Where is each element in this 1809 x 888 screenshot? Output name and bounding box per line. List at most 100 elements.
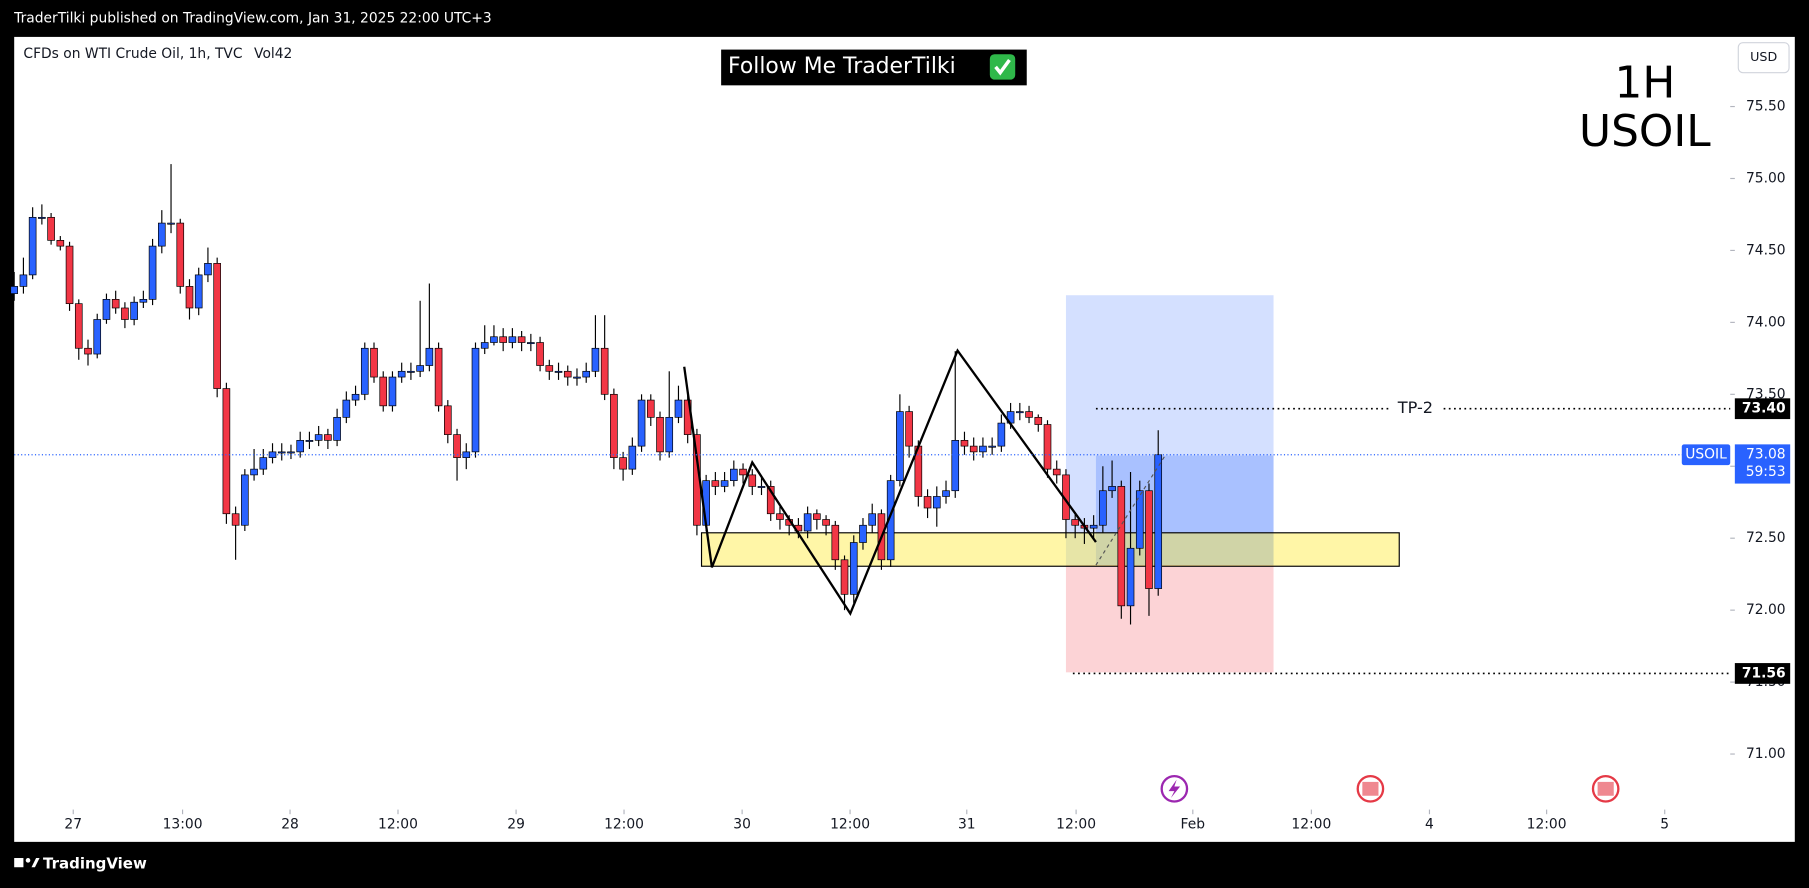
candle-body	[471, 347, 480, 453]
candle-body	[296, 440, 305, 453]
candle-body	[324, 434, 332, 441]
symbol-tag-bg	[1681, 444, 1731, 466]
candle-body	[766, 486, 775, 515]
position-pnl-zone	[1095, 455, 1274, 566]
candle-body	[536, 342, 544, 366]
candle-body	[222, 388, 231, 515]
candle-body	[942, 490, 950, 497]
candle-body	[19, 274, 28, 287]
candle-body	[241, 474, 249, 526]
candle-body	[204, 263, 212, 276]
candle-body	[545, 365, 554, 372]
candle-body	[231, 513, 240, 526]
candle-body	[969, 445, 978, 453]
banner-bg	[721, 49, 1027, 86]
candle-body	[905, 411, 913, 447]
x-tick-label: 12:00	[1056, 817, 1096, 833]
candle-body	[896, 411, 904, 481]
x-tick-label: 12:00	[1527, 817, 1567, 833]
candle-body	[499, 336, 507, 343]
candle-body	[121, 307, 129, 320]
candle-body	[1145, 490, 1153, 589]
position-path	[1095, 455, 1166, 566]
candle-body	[425, 347, 434, 366]
candle-body	[508, 336, 517, 343]
candle-body	[453, 434, 461, 458]
candle-body	[277, 451, 286, 454]
candle-body	[831, 524, 840, 561]
x-tick-label: 29	[507, 817, 525, 833]
candle-body	[720, 480, 729, 487]
y-tick-label: 72.00	[1746, 602, 1786, 618]
drawings-back	[700, 295, 1400, 673]
candle-body	[1034, 416, 1043, 425]
candle-body	[1016, 411, 1024, 414]
candle-body	[407, 370, 415, 373]
currency-box[interactable]	[1737, 42, 1790, 74]
y-tick-label: 75.00	[1746, 170, 1786, 186]
candle-body	[84, 347, 92, 355]
candle-body	[93, 319, 102, 355]
y-tick-label: 75.50	[1746, 99, 1786, 115]
candle-body	[462, 451, 471, 458]
candle-body	[573, 376, 581, 379]
price-line-name-bg	[1388, 398, 1442, 420]
candle-body	[434, 347, 443, 407]
candle-body	[923, 496, 932, 509]
candle-body	[213, 263, 221, 389]
candle-body	[416, 365, 424, 372]
candle-body	[130, 301, 138, 320]
candle-body	[194, 274, 203, 309]
candle-body	[730, 468, 738, 481]
candle-body	[776, 513, 784, 520]
candle-body	[10, 286, 18, 294]
x-tick-label: Feb	[1181, 817, 1206, 833]
candle-body	[932, 496, 941, 509]
volume-label: Vol42	[254, 46, 292, 62]
y-tick-label: 71.00	[1746, 746, 1786, 762]
candle-body	[619, 457, 627, 470]
x-tick-label: 4	[1425, 817, 1434, 833]
candle-body	[360, 347, 369, 395]
candle-body	[111, 299, 120, 309]
candle-body	[803, 513, 812, 532]
candle-body	[739, 468, 747, 476]
y-tick-label: 74.00	[1746, 314, 1786, 330]
watermark-symbol: USOIL	[1579, 106, 1711, 157]
candle-body	[674, 399, 683, 418]
candle-body	[1126, 547, 1135, 607]
event-icons	[1160, 774, 1620, 803]
candle-body	[1089, 524, 1098, 529]
candle-body	[1071, 519, 1079, 526]
candle-body	[822, 519, 830, 526]
candle-body	[28, 216, 37, 276]
candle-body	[333, 416, 341, 441]
x-tick-label: 27	[64, 817, 82, 833]
candle-body	[610, 393, 618, 458]
chart-area	[14, 36, 1795, 842]
candle-body	[148, 245, 157, 300]
candle-body	[988, 445, 996, 448]
price-line-name: TP-2	[1397, 398, 1433, 417]
candle-body	[158, 222, 166, 247]
candle-body	[1154, 454, 1163, 589]
candle-body	[591, 347, 600, 372]
candle-body	[139, 299, 148, 303]
price-line-tag-bg	[1734, 398, 1791, 420]
symbol-tag: USOIL	[1685, 447, 1727, 463]
candle-body	[527, 342, 535, 345]
check-icon	[989, 54, 1016, 80]
y-tick-label: 74.50	[1746, 242, 1786, 258]
candle-body	[757, 486, 766, 488]
candle-body	[287, 451, 295, 454]
chart-title: CFDs on WTI Crude Oil, 1h, TVC	[23, 46, 242, 62]
position-stop-zone	[1065, 565, 1274, 673]
candle-body	[1135, 490, 1144, 549]
price-line-tag: 73.40	[1742, 401, 1786, 417]
candle-body	[259, 457, 268, 470]
candle-body	[517, 336, 526, 343]
candle-body	[656, 416, 664, 453]
last-price-label: 73.08	[1746, 447, 1786, 463]
